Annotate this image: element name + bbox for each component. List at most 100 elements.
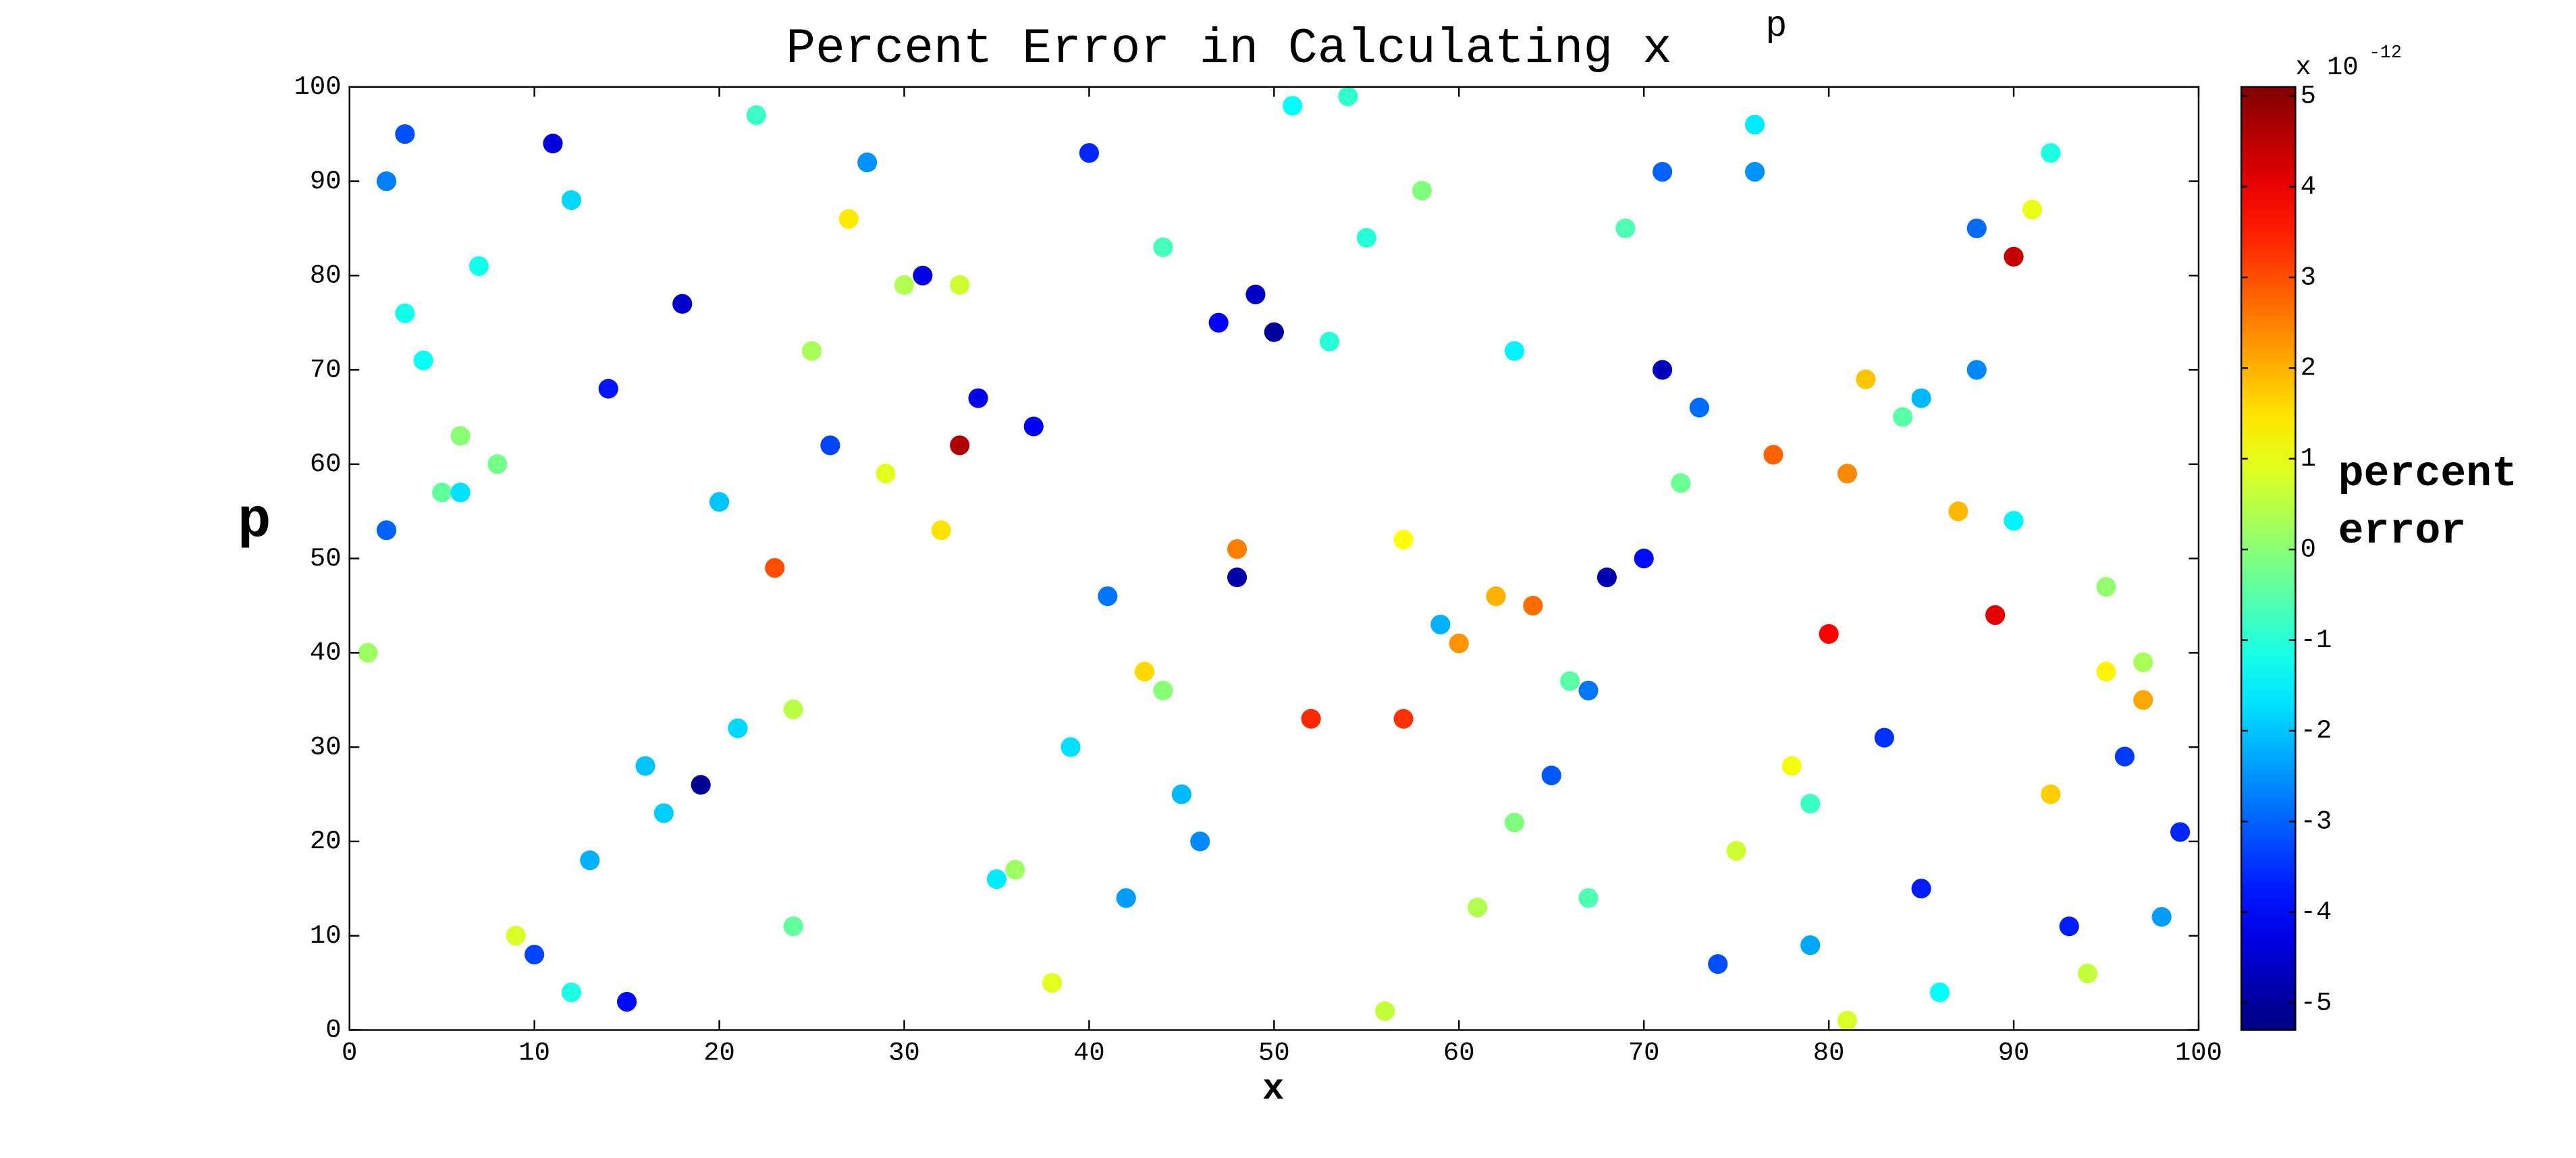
scatter-point [1393,709,1414,729]
scatter-point [543,134,563,154]
scatter-point [450,482,471,503]
scatter-point [1856,369,1876,389]
scatter-point [968,388,988,408]
scatter-point [1504,341,1525,361]
scatter-point [1744,162,1765,182]
scatter-point [2004,246,2024,267]
x-tick-label: 0 [342,1039,357,1068]
colorbar-tick-label: -2 [2301,716,2332,746]
scatter-point [1966,360,1987,380]
scatter-point [1689,397,1709,418]
scatter-point [672,294,693,314]
scatter-point [1708,954,1728,974]
scatter-point [765,558,785,578]
scatter-point [1800,935,1821,956]
scatter-point [1061,737,1081,757]
scatter-point [783,699,803,719]
scatter-point [635,756,655,776]
scatter-point [1781,756,1802,776]
scatter-point [395,303,415,323]
scatter-point [950,435,970,456]
scatter-point [2059,916,2079,937]
scatter-point [820,435,840,456]
y-tick-label: 100 [294,72,342,102]
y-tick-label: 40 [310,638,342,668]
scatter-point [487,454,508,474]
y-tick-label: 90 [310,167,342,196]
scatter-point [1079,143,1099,163]
scatter-point [1375,1001,1395,1022]
scatter-point [598,379,618,399]
scatter-point [1744,115,1765,135]
scatter-point [1819,624,1839,644]
colorbar-tick-label: 5 [2301,82,2316,111]
scatter-point [1449,633,1469,653]
scatter-point [1153,237,1173,257]
scatter-point [1911,879,1931,899]
scatter-point [1412,180,1432,201]
scatter-point [876,464,896,484]
scatter-point [2133,690,2153,710]
scatter-point [801,341,822,361]
scatter-point [986,869,1007,889]
scatter-point [2170,822,2191,842]
scatter-point [561,982,581,1003]
scatter-point [2041,143,2061,163]
scatter-point [1264,322,1284,342]
colorbar-tick-label: 4 [2301,172,2316,202]
chart-title: Percent Error in Calculating x [786,21,1672,77]
colorbar-tick-label: 0 [2301,534,2316,564]
scatter-point [1985,605,2006,626]
scatter-point [580,850,600,871]
scatter-point [1227,539,1247,559]
scatter-point [1468,898,1488,918]
scatter-point [1653,360,1673,380]
scatter-point [1042,972,1063,993]
y-tick-label: 50 [310,544,342,574]
scatter-point [1671,473,1691,493]
scatter-point [2022,199,2043,220]
y-tick-label: 10 [310,921,342,951]
colorbar-tick-label: -1 [2301,626,2332,655]
scatter-point [1634,549,1654,569]
scatter-point [783,916,803,937]
scatter-point [1023,416,1044,437]
x-tick-label: 90 [1998,1039,2030,1068]
scatter-point [1393,530,1414,550]
x-axis-label: x [1262,1069,1284,1110]
scatter-point [1208,312,1229,333]
colorbar-tick-label: -4 [2301,898,2332,927]
scatter-point [617,991,637,1012]
scatter-point [950,275,970,295]
scatter-point [1005,860,1025,880]
colorbar-multiplier: x 10 [2295,53,2358,82]
x-tick-label: 20 [703,1039,735,1068]
scatter-point [1319,331,1340,352]
scatter-point [413,350,433,370]
scatter-point [468,256,489,276]
scatter-point [1504,812,1525,833]
x-tick-label: 30 [888,1039,920,1068]
scatter-point [709,492,730,512]
scatter-point [1541,765,1561,785]
scatter-point [2151,907,2172,927]
scatter-point [561,190,581,211]
colorbar-tick-label: 2 [2301,354,2316,383]
scatter-point [1098,586,1118,607]
scatter-point [1116,888,1136,908]
scatter-point [1135,661,1155,682]
scatter-point [1948,501,1968,522]
scatter-point [1615,218,1636,239]
scatter-point [2041,784,2061,804]
y-tick-label: 70 [310,355,342,385]
scatter-point [1523,595,1543,616]
y-axis-label: p [238,490,271,553]
scatter-point [1837,464,1858,484]
x-tick-label: 40 [1073,1039,1105,1068]
scatter-point [1596,567,1617,588]
colorbar [2240,86,2297,1031]
scatter-point [838,209,859,229]
scatter-point [376,520,397,541]
